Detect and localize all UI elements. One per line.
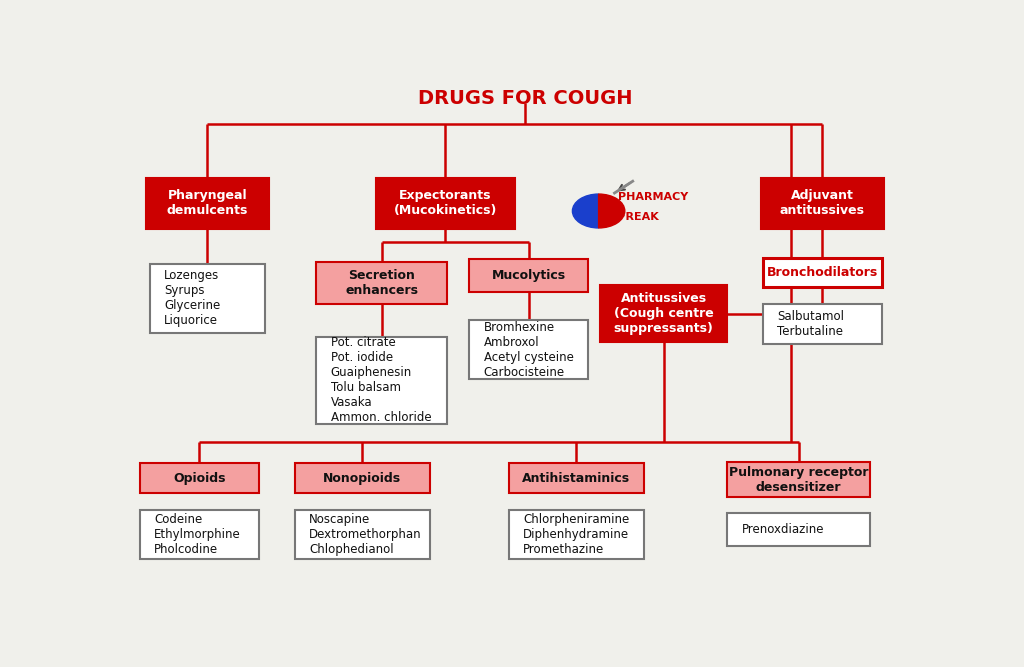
Text: Nonopioids: Nonopioids <box>323 472 401 484</box>
FancyBboxPatch shape <box>727 513 870 546</box>
Text: Salbutamol
Terbutaline: Salbutamol Terbutaline <box>777 310 844 338</box>
FancyBboxPatch shape <box>469 320 588 380</box>
Text: Pharyngeal
demulcents: Pharyngeal demulcents <box>167 189 248 217</box>
Text: DRUGS FOR COUGH: DRUGS FOR COUGH <box>418 89 632 107</box>
Text: Chlorpheniramine
Diphenhydramine
Promethazine: Chlorpheniramine Diphenhydramine Prometh… <box>523 513 630 556</box>
FancyBboxPatch shape <box>140 510 259 559</box>
Text: Expectorants
(Mucokinetics): Expectorants (Mucokinetics) <box>394 189 497 217</box>
FancyBboxPatch shape <box>469 259 588 292</box>
FancyBboxPatch shape <box>140 463 259 493</box>
FancyBboxPatch shape <box>763 258 882 287</box>
Text: FREAK: FREAK <box>618 212 659 222</box>
Text: Mucolytics: Mucolytics <box>492 269 566 281</box>
Text: Codeine
Ethylmorphine
Pholcodine: Codeine Ethylmorphine Pholcodine <box>155 513 241 556</box>
FancyBboxPatch shape <box>316 262 447 304</box>
FancyBboxPatch shape <box>761 177 884 229</box>
Text: Prenoxdiazine: Prenoxdiazine <box>741 523 824 536</box>
Text: Adjuvant
antitussives: Adjuvant antitussives <box>780 189 865 217</box>
FancyBboxPatch shape <box>600 285 727 342</box>
Text: Pot. citrate
Pot. iodide
Guaiphenesin
Tolu balsam
Vasaka
Ammon. chloride: Pot. citrate Pot. iodide Guaiphenesin To… <box>331 336 431 424</box>
Text: Noscapine
Dextromethorphan
Chlophedianol: Noscapine Dextromethorphan Chlophedianol <box>309 513 422 556</box>
Text: PHARMACY: PHARMACY <box>618 191 689 201</box>
FancyBboxPatch shape <box>376 177 515 229</box>
Text: Antihistaminics: Antihistaminics <box>522 472 631 484</box>
FancyBboxPatch shape <box>150 263 265 333</box>
FancyBboxPatch shape <box>295 510 430 559</box>
Text: Lozenges
Syrups
Glycerine
Liquorice: Lozenges Syrups Glycerine Liquorice <box>164 269 220 327</box>
Wedge shape <box>599 194 625 228</box>
Text: Secretion
enhancers: Secretion enhancers <box>345 269 419 297</box>
Text: Bronchodilators: Bronchodilators <box>767 266 878 279</box>
Text: Opioids: Opioids <box>173 472 225 484</box>
FancyBboxPatch shape <box>763 304 882 344</box>
Text: Antitussives
(Cough centre
suppressants): Antitussives (Cough centre suppressants) <box>613 292 714 336</box>
FancyBboxPatch shape <box>509 463 644 493</box>
Wedge shape <box>572 194 599 228</box>
FancyBboxPatch shape <box>145 177 269 229</box>
FancyBboxPatch shape <box>509 510 644 559</box>
FancyBboxPatch shape <box>295 463 430 493</box>
FancyBboxPatch shape <box>316 337 447 424</box>
FancyBboxPatch shape <box>727 462 870 497</box>
Text: Bromhexine
Ambroxol
Acetyl cysteine
Carbocisteine: Bromhexine Ambroxol Acetyl cysteine Carb… <box>483 321 573 379</box>
Text: Pulmonary receptor
desensitizer: Pulmonary receptor desensitizer <box>729 466 868 494</box>
